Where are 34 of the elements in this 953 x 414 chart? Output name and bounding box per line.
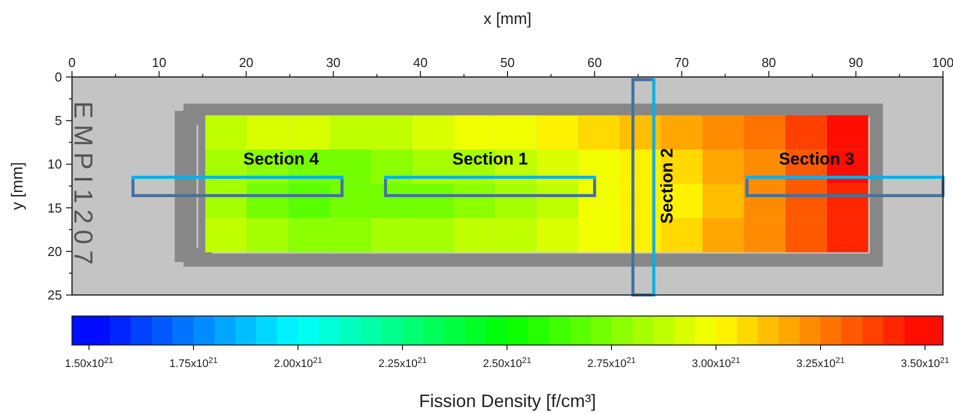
y-tick-label: 5: [54, 113, 62, 128]
annotation: Section 2: [657, 148, 676, 224]
x-axis-title: x [mm]: [484, 11, 532, 28]
x-tick-label: 10: [152, 55, 166, 70]
y-tick-label: 25: [48, 288, 62, 302]
x-tick-label: 20: [238, 55, 254, 70]
x-tick-label: 40: [413, 55, 428, 70]
annotation: EMPI1207: [68, 101, 98, 271]
x-tick-label: 50: [500, 55, 515, 70]
color-bar-label: 1.50x10$^{21}$: [64, 356, 114, 370]
x-tick-label: 80: [762, 55, 776, 70]
color-bar-label: 3.00x10$^{21}$: [692, 356, 741, 370]
x-tick-label: 30: [326, 55, 341, 70]
annotation: Section 3: [778, 149, 854, 168]
y-axis-title: y [mm]: [10, 162, 26, 210]
x-tick-label: 100: [932, 55, 953, 70]
color-bar-label: 3.50x10$^{21}$: [900, 356, 950, 370]
x-tick-label: 0: [68, 55, 76, 70]
x-tick-label: 90: [848, 55, 864, 70]
color-bar-label: 2.25x10$^{21}$: [378, 356, 428, 370]
annotation: Section 4: [243, 149, 320, 168]
color-bar-label: 2.50x10$^{21}$: [482, 356, 532, 370]
color-bar-title: Fission Density [f/cm³]: [418, 391, 596, 411]
y-tick-label: 20: [48, 244, 62, 259]
color-bar-label: 1.75x10$^{21}$: [169, 356, 218, 370]
x-tick-label: 60: [587, 55, 602, 70]
y-tick-label: 0: [54, 70, 62, 84]
color-bar-label: 3.25x10$^{21}$: [796, 356, 846, 370]
y-tick-label: 10: [48, 156, 62, 172]
y-tick-label: 15: [48, 200, 62, 216]
color-bar-label: 2.00x10$^{21}$: [274, 356, 323, 370]
color-bar-label: 2.75x10$^{21}$: [587, 356, 636, 370]
annotation: Section 1: [452, 149, 528, 168]
x-tick-label: 70: [674, 55, 689, 70]
